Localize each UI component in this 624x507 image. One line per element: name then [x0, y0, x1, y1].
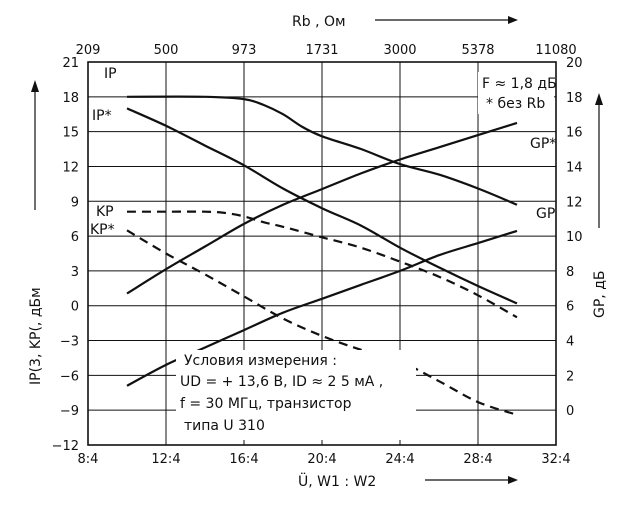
y-left-tick-label: 15	[62, 126, 79, 141]
series-line-kp	[126, 210, 518, 319]
x-tick-label: 20:4	[307, 452, 336, 467]
y-right-tick-label: 14	[566, 160, 583, 175]
top-tick-label: 209	[76, 43, 101, 58]
curve-label-gp-star: GP*	[530, 136, 556, 152]
noise-figure-note: F ≈ 1,8 дБ	[482, 76, 557, 92]
star-note: * без Rb	[486, 96, 545, 112]
top-axis-label: Rb , Ом	[292, 14, 346, 30]
x-tick-label: 16:4	[229, 452, 258, 467]
curve-label-gp: GP	[536, 206, 555, 222]
y-left-tick-label: 3	[71, 265, 79, 280]
top-tick-label: 1731	[305, 43, 338, 58]
y-right-tick-label: 2	[566, 369, 574, 384]
y-left-tick-label: −12	[52, 439, 79, 454]
y-left-tick-label: −9	[60, 404, 79, 419]
x-tick-label: 12:4	[151, 452, 180, 467]
top-axis-arrow-head	[508, 16, 518, 24]
y-left-tick-label: 0	[71, 300, 79, 315]
y-left-tick-label: 12	[62, 160, 79, 175]
x-axis-label: Ü, W1 : W2	[298, 472, 376, 490]
x-tick-label: 28:4	[463, 452, 492, 467]
series-line-ip-star	[126, 107, 518, 305]
y-left-tick-label: 9	[71, 195, 79, 210]
top-tick-label: 11080	[535, 43, 576, 58]
series-line-gp-star	[126, 121, 518, 295]
y-left-tick-label: 18	[62, 91, 79, 106]
curve-label-kp-star: KP*	[90, 222, 115, 238]
y-left-tick-label: 6	[71, 230, 79, 245]
plot-frame	[87, 61, 557, 446]
y-right-tick-label: 4	[566, 335, 574, 350]
conditions-line-3: f = 30 МГц, транзистор	[180, 396, 352, 412]
y-right-tick-labels: 0 2 4 6 8 10 12 14 16 18 20	[566, 56, 583, 419]
y-right-tick-label: 18	[566, 91, 583, 106]
conditions-line-2: UD = + 13,6 В, ID ≈ 2 5 мА ,	[180, 374, 383, 390]
y-left-axis-label: IP(3, KP(, дБм	[28, 287, 44, 385]
conditions-box-bg	[176, 350, 416, 440]
y-left-tick-label: −3	[60, 335, 79, 350]
y-right-tick-label: 0	[566, 404, 574, 419]
curve-label-ip: IP	[104, 66, 117, 82]
y-left-tick-label: 21	[62, 56, 79, 71]
top-tick-label: 973	[232, 43, 257, 58]
top-tick-labels: 209 500 973 1731 3000 5378 11080	[76, 43, 577, 58]
y-right-tick-label: 8	[566, 265, 574, 280]
x-axis-arrow-head	[508, 476, 518, 484]
x-tick-label: 8:4	[78, 452, 99, 467]
curve-label-ip-star: IP*	[92, 108, 112, 124]
annotation-box-bg	[478, 72, 554, 114]
x-tick-label: 32:4	[541, 452, 570, 467]
y-right-tick-label: 12	[566, 195, 583, 210]
y-left-tick-labels: −12 −9 −6 −3 0 3 6 9 12 15 18 21	[52, 56, 79, 454]
top-tick-label: 5378	[461, 43, 494, 58]
conditions-line-4: типа U 310	[184, 418, 265, 434]
y-right-tick-label: 6	[566, 300, 574, 315]
y-right-arrow-head	[595, 93, 603, 105]
y-right-tick-label: 10	[566, 230, 583, 245]
y-right-tick-label: 20	[566, 56, 583, 71]
y-right-tick-label: 16	[566, 126, 583, 141]
y-left-arrow-head	[31, 80, 39, 92]
top-tick-label: 3000	[383, 43, 416, 58]
y-left-tick-label: −6	[60, 369, 79, 384]
y-right-axis-label: GP, дБ	[592, 271, 608, 318]
series-line-kp-star	[126, 229, 518, 416]
x-tick-label: 24:4	[385, 452, 414, 467]
curve-label-kp: KP	[96, 204, 114, 220]
top-tick-label: 500	[154, 43, 179, 58]
series-line-ip	[126, 95, 518, 206]
x-tick-labels: 8:4 12:4 16:4 20:4 24:4 28:4 32:4	[78, 452, 571, 467]
conditions-line-1: Условия измерения :	[184, 353, 337, 369]
